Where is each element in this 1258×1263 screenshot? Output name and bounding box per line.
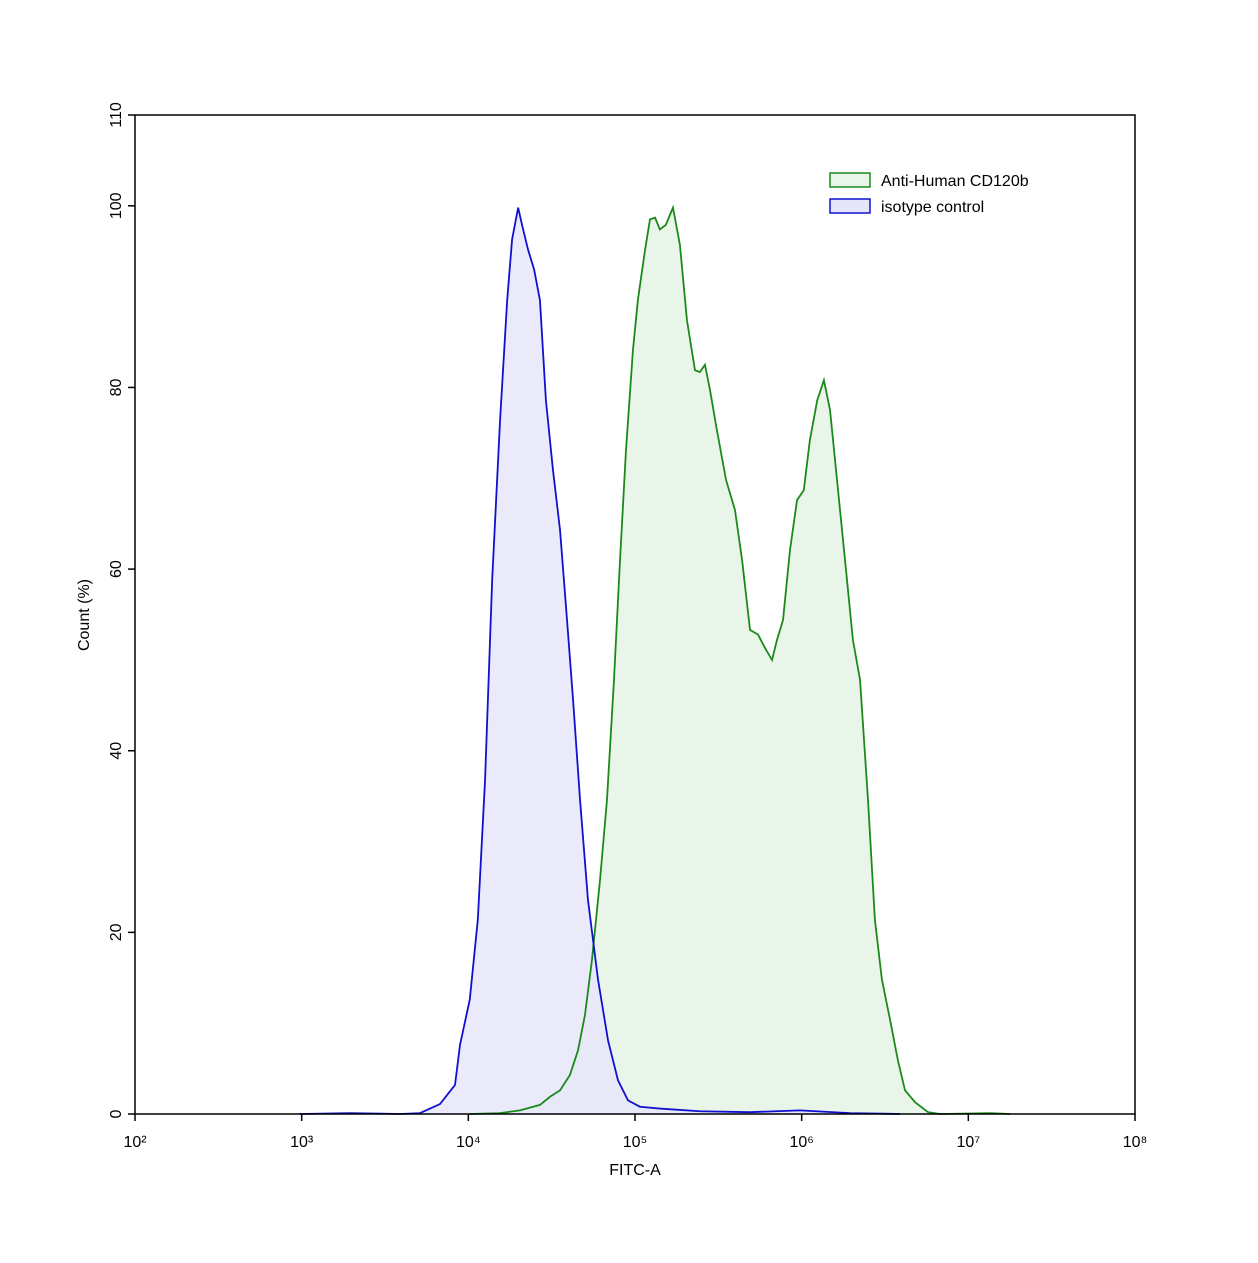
- axes: 10² 10³ 10⁴ 10⁵ 10⁶ 10⁷ 10⁸ 0 20 40 60 80 100 110: [108, 102, 1147, 1151]
- y-tick-label: 0: [108, 1109, 125, 1118]
- x-tick-label: 10²: [123, 1134, 147, 1151]
- legend-swatch: [829, 198, 871, 214]
- y-axis-label: Count (%): [76, 579, 93, 651]
- x-tick-label: 10⁷: [957, 1134, 981, 1151]
- y-tick-label: 80: [108, 378, 125, 396]
- legend-swatch: [829, 172, 871, 188]
- y-tick-label: 20: [108, 923, 125, 941]
- series-line: [299, 207, 901, 1115]
- lines: [299, 204, 1011, 1115]
- legend: Anti-Human CD120b isotype control: [829, 172, 1029, 216]
- x-axis-label: FITC-A: [609, 1162, 661, 1179]
- x-tick-label: 10⁴: [456, 1134, 481, 1151]
- x-tick-label: 10³: [290, 1134, 314, 1151]
- y-tick-label: 60: [108, 560, 125, 578]
- areas: [299, 207, 1011, 1114]
- series-area: [469, 207, 1011, 1114]
- legend-label: Anti-Human CD120b: [881, 173, 1029, 190]
- legend-label: isotype control: [881, 199, 984, 216]
- y-tick-label: 40: [108, 742, 125, 760]
- x-tick-label: 10⁸: [1123, 1134, 1148, 1151]
- y-tick-label: 100: [108, 192, 125, 219]
- x-tick-label: 10⁵: [623, 1134, 647, 1151]
- y-tick-label: 110: [108, 102, 125, 128]
- x-tick-label: 10⁶: [789, 1134, 813, 1151]
- series-line: [469, 204, 1011, 1115]
